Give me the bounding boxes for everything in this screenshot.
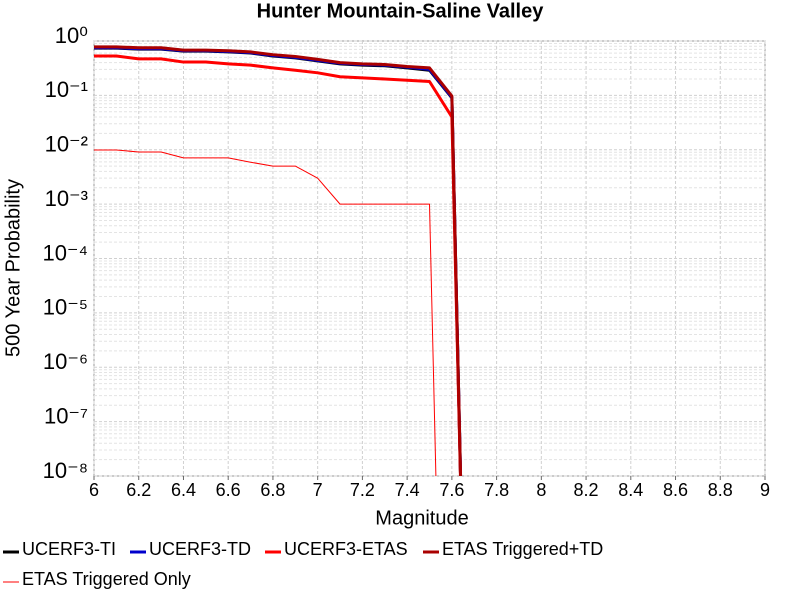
x-tick-label: 7.8 bbox=[484, 480, 509, 500]
y-tick-label: 10⁻⁸ bbox=[43, 458, 88, 483]
x-tick-label: 8.8 bbox=[708, 480, 733, 500]
y-tick-label: 10⁻² bbox=[45, 132, 88, 157]
x-tick-label: 7.6 bbox=[439, 480, 464, 500]
y-tick-label: 10⁻⁶ bbox=[43, 349, 88, 374]
x-tick-label: 9 bbox=[760, 480, 770, 500]
legend-label: UCERF3-TI bbox=[22, 539, 116, 559]
x-tick-label: 6.8 bbox=[260, 480, 285, 500]
x-tick-label: 6.6 bbox=[216, 480, 241, 500]
x-tick-label: 8.6 bbox=[663, 480, 688, 500]
y-tick-label: 10⁻⁴ bbox=[42, 240, 88, 265]
y-tick-label: 10⁰ bbox=[55, 23, 88, 48]
series-line bbox=[94, 45, 463, 476]
x-tick-label: 8 bbox=[536, 480, 546, 500]
x-tick-label: 8.2 bbox=[574, 480, 599, 500]
x-tick-label: 7.4 bbox=[395, 480, 420, 500]
grid bbox=[93, 40, 766, 477]
legend-label: ETAS Triggered+TD bbox=[442, 539, 603, 559]
x-tick-label: 6.4 bbox=[171, 480, 196, 500]
y-axis-label: 500 Year Probability bbox=[2, 179, 24, 357]
series-group bbox=[94, 45, 463, 476]
x-tick-label: 7.2 bbox=[350, 480, 375, 500]
y-tick-label: 10⁻¹ bbox=[45, 77, 88, 102]
y-tick-label: 10⁻⁷ bbox=[44, 403, 88, 428]
series-line bbox=[94, 54, 462, 476]
x-tick-label: 6.2 bbox=[126, 480, 151, 500]
x-tick-label: 6 bbox=[89, 480, 99, 500]
legend-label: UCERF3-TD bbox=[149, 539, 251, 559]
x-axis-label: Magnitude bbox=[375, 507, 468, 529]
legend-label: ETAS Triggered Only bbox=[22, 569, 191, 589]
legend-label: UCERF3-ETAS bbox=[284, 539, 408, 559]
x-tick-label: 8.4 bbox=[618, 480, 643, 500]
x-tick-label: 7 bbox=[313, 480, 323, 500]
chart-title: Hunter Mountain-Saline Valley bbox=[257, 0, 545, 22]
y-tick-label: 10⁻⁵ bbox=[43, 295, 88, 320]
series-line bbox=[94, 149, 437, 476]
y-tick-label: 10⁻³ bbox=[45, 186, 88, 211]
